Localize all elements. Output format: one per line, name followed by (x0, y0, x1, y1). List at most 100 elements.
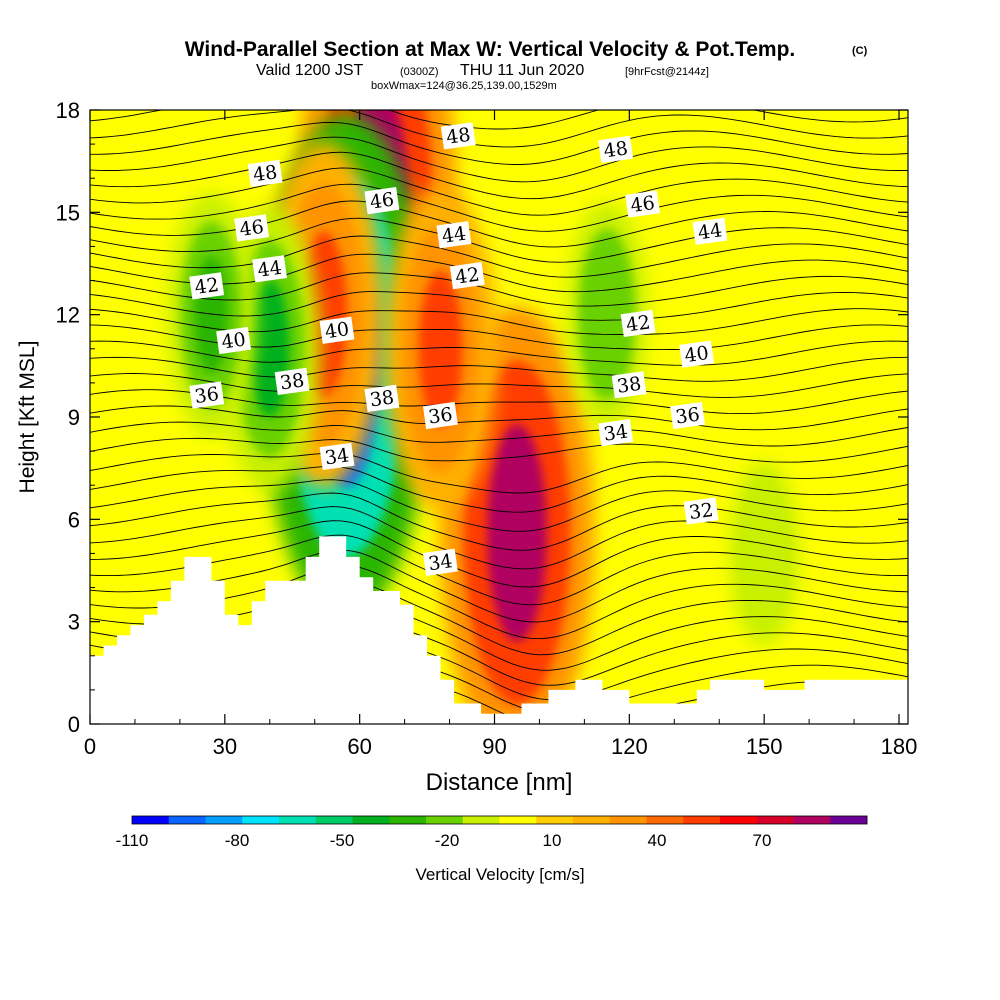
colorbar-swatch (279, 816, 317, 824)
theta-contour-line (90, 405, 908, 431)
theta-contour-line (90, 183, 908, 232)
contour-label-box (436, 221, 472, 249)
colorbar-swatch (315, 816, 353, 824)
colorbar-swatch (536, 816, 574, 824)
theta-contour-line (90, 217, 908, 263)
colorbar-tick-label: 10 (543, 831, 562, 850)
contour-label: 44 (436, 221, 472, 249)
contour-label-box (252, 255, 288, 283)
contour-label-value: 40 (220, 328, 247, 353)
colorbar-tick-label: 40 (648, 831, 667, 850)
colorbar-title: Vertical Velocity [cm/s] (415, 865, 584, 884)
theta-contour-line (90, 356, 908, 382)
contour-label-value: 44 (440, 223, 467, 248)
contour-label-box (611, 371, 647, 399)
colorbar-tick-label: -20 (435, 831, 460, 850)
y-tick-label: 9 (68, 405, 80, 430)
subtitle-box: boxWmax=124@36.25,139.00,1529m (371, 80, 557, 92)
contour-label: 38 (611, 371, 647, 399)
x-tick-label: 90 (482, 734, 506, 759)
theta-contour-line (90, 452, 908, 494)
contour-label-box (598, 418, 634, 447)
contour-label-box (422, 401, 458, 430)
contour-label: 40 (679, 340, 715, 368)
subtitle-utc: (0300Z) (400, 66, 439, 78)
contour-label-box (364, 186, 400, 215)
contour-label-box (247, 159, 283, 187)
theta-contour-line (90, 373, 908, 398)
contour-label-value: 40 (683, 342, 710, 367)
contour-label-box (440, 122, 476, 150)
subtitle-date: THU 11 Jun 2020 (460, 62, 584, 79)
contour-label-box (625, 190, 661, 218)
contour-label: 34 (319, 442, 355, 471)
colorbar-swatch (573, 816, 611, 824)
theta-contour-line (90, 253, 908, 293)
contour-label: 34 (598, 418, 634, 447)
contour-label-value: 38 (279, 369, 306, 394)
copyright-mark: (C) (852, 45, 868, 57)
velocity-cell-core (194, 255, 229, 374)
y-tick-label: 6 (68, 507, 80, 532)
contour-label-value: 36 (193, 383, 220, 408)
contour-label-box (189, 272, 225, 300)
theta-contour-line (90, 437, 908, 463)
terrain-mask (90, 536, 908, 724)
theta-contour-line (90, 492, 908, 551)
contour-label: 48 (598, 135, 634, 164)
contour-label: 34 (422, 548, 458, 576)
x-tick-label: 60 (347, 734, 371, 759)
colorbar-tick-label: -110 (116, 831, 149, 850)
colorbar-swatch (683, 816, 721, 824)
contour-label-box (319, 442, 355, 471)
contour-label-value: 40 (324, 318, 351, 343)
contour-label: 38 (364, 384, 400, 413)
contour-label-box (670, 401, 706, 430)
y-tick-label: 18 (56, 98, 80, 123)
contour-label-box (679, 340, 715, 368)
contour-label-value: 38 (616, 373, 643, 398)
colorbar-swatch (389, 816, 427, 824)
colorbar-swatch (205, 816, 243, 824)
y-tick-label: 3 (68, 610, 80, 635)
colorbar-tick-label: -80 (225, 831, 250, 850)
contour-label-box (683, 497, 719, 525)
colorbar-swatch (242, 816, 280, 824)
contour-label: 36 (670, 401, 706, 430)
contour-label-box (692, 217, 728, 245)
contour-label-box (234, 214, 270, 242)
contour-labels: 32 34 34 34 36 36 36 38 38 38 40 40 40 42 42 42 44 44 44 46… (189, 122, 728, 576)
contour-label-value: 36 (427, 403, 454, 428)
colorbar-swatch (609, 816, 647, 824)
contour-label: 44 (692, 217, 728, 245)
x-tick-label: 150 (746, 734, 783, 759)
contour-label-value: 48 (445, 124, 472, 149)
x-axis-title: Distance [nm] (426, 769, 573, 796)
contour-label-value: 32 (688, 499, 715, 524)
y-tick-label: 0 (68, 712, 80, 737)
contour-label: 46 (625, 190, 661, 218)
chart-title: Wind-Parallel Section at Max W: Vertical… (185, 38, 796, 61)
theta-contour-line (90, 466, 908, 513)
theta-contour-line (90, 565, 908, 640)
contour-label: 36 (189, 381, 225, 409)
y-tick-label: 12 (56, 303, 80, 328)
x-tick-label: 30 (213, 734, 237, 759)
contour-label-value: 34 (324, 444, 351, 469)
theta-contour-line (90, 389, 908, 415)
contour-label: 42 (620, 309, 656, 338)
colorbar-swatch (499, 816, 537, 824)
x-tick-label: 180 (881, 734, 918, 759)
contour-label: 46 (234, 214, 270, 242)
contour-label-value: 44 (256, 257, 283, 282)
theta-contour-line (90, 167, 908, 216)
theta-contour-line (90, 520, 908, 588)
contour-label: 40 (319, 316, 355, 344)
contour-label-box (422, 548, 458, 576)
contour-label-value: 48 (252, 161, 279, 186)
contour-label: 42 (189, 272, 225, 300)
contour-label: 36 (422, 401, 458, 430)
colorbar-swatch (646, 816, 684, 824)
contour-label: 40 (216, 326, 252, 355)
